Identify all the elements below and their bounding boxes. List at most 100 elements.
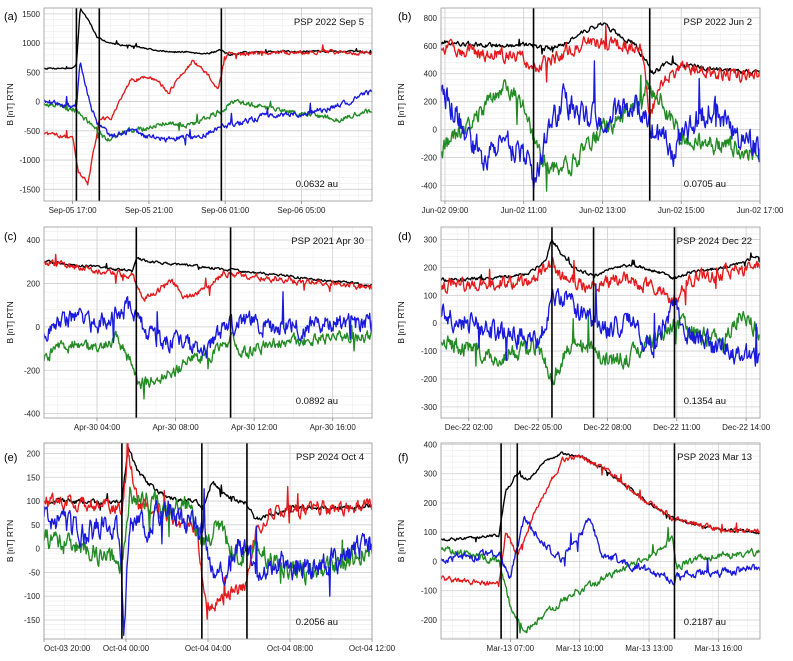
panel-b: -400 -200 0 200 400 600 800 Jun-02 09:00 Jun-02 …	[396, 7, 784, 215]
p2-series-bn	[44, 291, 372, 359]
p3-xtick-label: Dec-22 02:00	[445, 423, 494, 432]
p4-ytick-label: 200	[27, 449, 41, 458]
p3-xtick-label: Dec-22 14:00	[722, 423, 771, 432]
p2-ytick-label: 0	[36, 323, 41, 332]
p3-panel-label: (d)	[398, 231, 411, 243]
p2-frame	[43, 226, 373, 419]
p1-ytick-label: 0	[433, 126, 438, 135]
p2-ytick-label: 400	[27, 236, 41, 245]
p5-ytick-label: 100	[424, 528, 438, 537]
p1-ytick-label: 800	[424, 14, 438, 23]
p3-ytick-label: 0	[433, 319, 438, 328]
p3-series-group	[441, 239, 760, 386]
p3-ytick-label: 300	[424, 236, 438, 245]
p5-ytick-label: 200	[424, 499, 438, 508]
p4-xtick-label: Oct-04 12:00	[349, 644, 396, 653]
p1-ytick-label: 600	[424, 42, 438, 51]
p4-ytick-label: 0	[36, 545, 41, 554]
panel-c: -400 -200 0 200 400 Apr-30 04:00 Apr-30 08:00 A…	[4, 226, 373, 432]
p4-title: PSP 2024 Oct 4	[296, 452, 364, 463]
p2-title: PSP 2021 Apr 30	[291, 236, 364, 247]
p0-xtick-label: Sep-06 05:00	[277, 206, 326, 215]
p0-panel-label: (a)	[4, 11, 17, 23]
p4-xtick-label: Oct-04 08:00	[267, 644, 314, 653]
panel-a: -1500 -1000 -500 0 500 1000 1500 Sep-05 17:00 Se…	[4, 7, 373, 215]
p5-series-group	[441, 451, 760, 634]
p5-ytick-label: 0	[433, 557, 438, 566]
p3-series-bt	[441, 310, 760, 386]
p2-series-group	[44, 253, 372, 400]
p1-xtick-label: Jun-02 11:00	[501, 206, 548, 215]
p5-ylabel: B [nT] RTN	[396, 520, 406, 562]
p5-panel-label: (f)	[398, 452, 408, 464]
p0-ytick-label: -500	[24, 127, 41, 136]
p1-xtick-label: Jun-02 09:00	[422, 206, 469, 215]
p5-ytick-label: -100	[421, 587, 438, 596]
p1-xtick-label: Jun-02 17:00	[737, 206, 784, 215]
p3-ylabel: B [nT] RTN	[396, 301, 406, 343]
p5-series-bn	[441, 515, 760, 586]
p1-ytick-label: -200	[421, 154, 438, 163]
p3-ytick-label: 200	[424, 263, 438, 272]
p4-ytick-label: -150	[24, 616, 41, 625]
p1-plot-area	[441, 8, 760, 201]
p1-series-group	[441, 22, 760, 192]
p1-ylabel: B [nT] RTN	[396, 83, 406, 125]
p2-series-br	[44, 253, 372, 302]
p0-ytick-label: 1000	[22, 39, 40, 48]
p3-ytick-label: 100	[424, 291, 438, 300]
p1-title: PSP 2022 Jun 2	[684, 17, 753, 28]
p2-ytick-label: 200	[27, 279, 41, 288]
p3-title: PSP 2024 Dec 22	[677, 236, 752, 247]
p4-ytick-label: -50	[28, 568, 40, 577]
p4-xtick-label: Oct-03 20:00	[44, 644, 91, 653]
p5-ytick-label: 300	[424, 470, 438, 479]
p1-series-bn	[441, 60, 760, 190]
p4-distance-annotation: 0.2056 au	[296, 617, 338, 628]
p3-xtick-label: Dec-22 08:00	[583, 423, 632, 432]
p4-xtick-label: Oct-04 04:00	[185, 644, 232, 653]
p0-ytick-label: 1500	[22, 10, 40, 19]
p2-panel-label: (c)	[4, 231, 17, 243]
p0-xtick-label: Sep-06 01:00	[201, 206, 250, 215]
p4-ytick-label: -100	[24, 592, 41, 601]
p2-xtick-label: Apr-30 16:00	[310, 423, 357, 432]
p4-ytick-label: 100	[27, 497, 41, 506]
p3-frame	[440, 226, 761, 419]
p2-distance-annotation: 0.0892 au	[296, 396, 338, 407]
p1-series-btot	[441, 22, 760, 76]
p5-ytick-label: -200	[421, 616, 438, 625]
p0-xtick-label: Sep-05 21:00	[125, 206, 174, 215]
p4-xtick-label: Oct-04 00:00	[103, 644, 150, 653]
p5-series-bt	[441, 526, 760, 634]
p0-xtick-label: Sep-05 17:00	[49, 206, 98, 215]
p3-series-br	[441, 256, 760, 308]
p4-ylabel: B [nT] RTN	[5, 520, 15, 562]
p1-series-br	[441, 24, 760, 121]
p0-ylabel: B [nT] RTN	[5, 83, 15, 125]
p1-ytick-label: 400	[424, 70, 438, 79]
p5-distance-annotation: 0.2187 au	[684, 617, 726, 628]
p1-series-bt	[441, 74, 760, 192]
p3-xtick-label: Dec-22 11:00	[653, 423, 701, 432]
p1-panel-label: (b)	[398, 11, 411, 23]
p4-ytick-label: 50	[31, 521, 40, 530]
p1-ytick-label: -400	[421, 182, 438, 191]
p3-plot-area	[441, 227, 760, 418]
p0-title: PSP 2022 Sep 5	[294, 17, 364, 28]
p4-series-br	[44, 443, 372, 620]
p1-ytick-label: 200	[424, 98, 438, 107]
p2-xtick-label: Apr-30 08:00	[152, 423, 199, 432]
p0-distance-annotation: 0.0632 au	[296, 179, 338, 190]
p2-xtick-label: Apr-30 04:00	[74, 423, 121, 432]
p0-ytick-label: -1500	[20, 185, 41, 194]
p4-ytick-label: 150	[27, 473, 41, 482]
p5-xtick-label: Mar-13 13:00	[625, 644, 673, 653]
p1-distance-annotation: 0.0705 au	[684, 179, 726, 190]
p5-plot-area	[441, 443, 760, 639]
p4-series-btot	[44, 446, 372, 521]
p4-series-group	[44, 443, 372, 636]
p4-panel-label: (e)	[4, 452, 17, 464]
p4-series-bn	[44, 488, 372, 636]
